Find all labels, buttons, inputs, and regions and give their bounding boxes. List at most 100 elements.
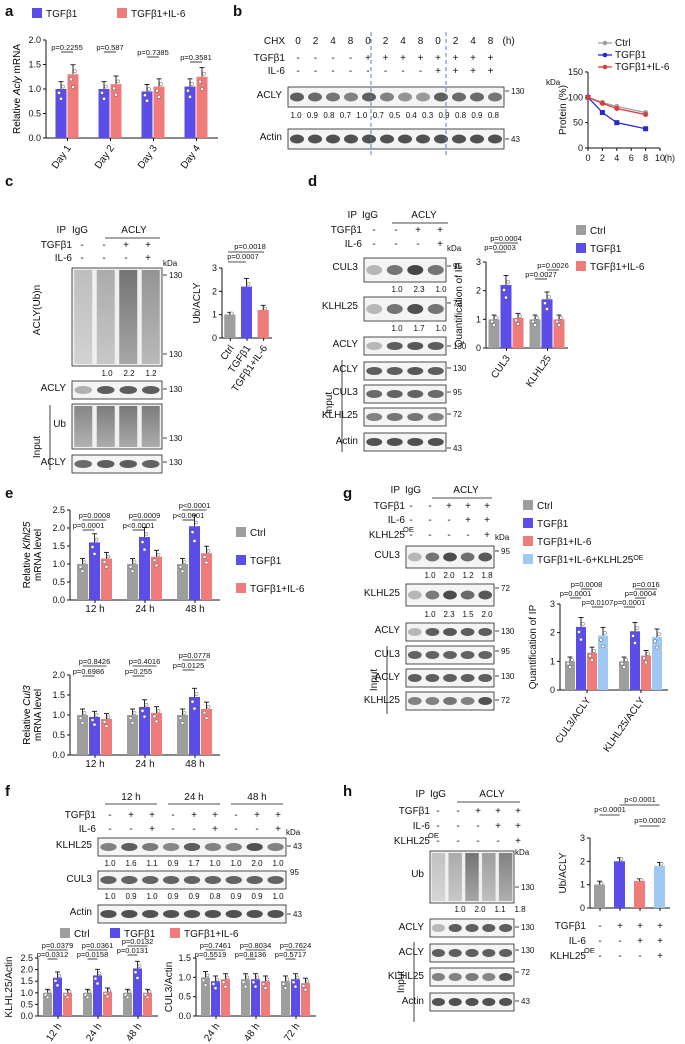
kda-label: kDa <box>286 828 301 837</box>
data-point <box>622 665 626 669</box>
y-axis-label: Quantification of IP <box>528 604 539 689</box>
row-label-il6: IL-6 <box>268 66 286 77</box>
y-tick-label: 1.5 <box>178 953 191 963</box>
data-point <box>188 94 192 99</box>
series-marker <box>585 94 591 100</box>
data-point <box>78 716 83 721</box>
bar <box>63 992 72 1016</box>
data-point <box>631 634 635 638</box>
data-point <box>93 976 98 981</box>
row-label-tgf: TGFβ1 <box>41 240 73 251</box>
tgf-sign: + <box>123 240 129 251</box>
row-label-oe: KLHL25 <box>550 951 587 962</box>
blot-band <box>325 134 341 144</box>
legend-swatch <box>236 555 246 565</box>
acly-quant: 0.3 <box>422 111 434 120</box>
data-point <box>559 316 563 320</box>
acly-quant: 0.7 <box>373 111 385 120</box>
data-point <box>547 294 551 299</box>
y-tick-label: 2.0 <box>28 35 41 45</box>
legend-swatch <box>523 536 533 546</box>
legend-swatch <box>60 928 70 938</box>
data-point <box>504 295 508 300</box>
panel-letter: e <box>5 485 13 502</box>
blot-band <box>431 973 445 981</box>
data-point <box>145 995 150 1000</box>
tgf-sign: + <box>484 501 490 512</box>
blot-frame <box>363 361 447 381</box>
blot-band <box>361 92 377 102</box>
blot-band <box>487 134 503 144</box>
row-label-il6: IL-6 <box>388 515 406 526</box>
blot-band <box>204 910 222 918</box>
bar <box>281 981 290 1016</box>
p-value-label: p=0.255 <box>125 667 152 676</box>
tgf-sign: + <box>515 806 521 817</box>
x-tick-label: KLHL25 <box>524 353 554 389</box>
y-axis-label: Ub/ACLY <box>558 852 569 893</box>
p-value-label: p=0.0002 <box>634 816 666 825</box>
chx-time: 8 <box>348 36 354 47</box>
ip-label: IP <box>391 485 401 496</box>
data-point <box>85 995 90 1000</box>
data-point <box>102 96 106 101</box>
blot-band <box>448 973 462 981</box>
row-label-il6: IL-6 <box>55 253 73 264</box>
bar <box>77 564 88 600</box>
kda-label: kDa <box>495 533 510 542</box>
blot-band <box>74 460 93 468</box>
x-tick-label: 48 h <box>124 1021 144 1043</box>
y-axis-label: Relative Acly mRNA <box>12 44 23 134</box>
data-point <box>577 630 581 634</box>
blot-band <box>499 924 513 932</box>
p-value-label: p=0.7385 <box>137 48 169 57</box>
data-point <box>581 621 585 626</box>
il6-sign: + <box>465 515 471 526</box>
il6-sign: + <box>275 824 281 835</box>
data-point <box>190 530 195 534</box>
mw-72: 72 <box>501 584 510 593</box>
p-value-label: p=0.0009 <box>129 511 161 520</box>
data-point <box>140 540 145 544</box>
data-point <box>59 96 63 101</box>
x-tick-label: 0 <box>585 153 590 163</box>
data-point <box>137 964 142 968</box>
p-value-label: p=0.0158 <box>77 950 109 959</box>
blot-acly-h <box>429 918 515 938</box>
x-tick-label: 48 h <box>242 1021 262 1043</box>
blot-band <box>427 413 444 421</box>
blot-label-actin: Actin <box>336 436 358 447</box>
oe-sign: - <box>409 530 412 541</box>
bar <box>189 526 200 600</box>
blot-band <box>425 590 440 600</box>
il6-sign: + <box>437 239 443 250</box>
il6-sign: + <box>515 821 521 832</box>
cul3-quant: 0.9 <box>230 892 242 901</box>
data-point <box>579 637 583 642</box>
klhl25-quant: 1.0 <box>272 859 284 868</box>
tgf-sign: - <box>102 240 105 251</box>
blot-band <box>366 265 383 275</box>
data-point <box>142 547 147 552</box>
p-value-label: p=0.587 <box>96 43 123 52</box>
tgf-sign: - <box>296 53 299 64</box>
y-tick-label: 1.0 <box>28 84 41 94</box>
bar <box>211 981 220 1016</box>
blot-band <box>386 304 403 314</box>
data-point <box>655 645 659 650</box>
blot-frame <box>71 454 163 474</box>
blot-smear-lane <box>74 270 93 364</box>
blot-label-klhl25-input: KLHL25 <box>364 695 401 706</box>
blot-klhl25-g <box>405 583 495 607</box>
panel-letter: c <box>5 173 13 190</box>
y-axis-label: KLHL25/Actin <box>4 956 15 1017</box>
acly-quant: 0.8 <box>455 111 467 120</box>
blot-label-acly: ACLY <box>257 90 283 101</box>
bar <box>261 981 270 1016</box>
blot-band <box>162 910 180 918</box>
blot-acly-ip <box>71 380 163 400</box>
y-axis-label-line2: mRNA level <box>33 529 44 581</box>
cul3-quant: 0.9 <box>125 892 137 901</box>
tgf-sign: + <box>400 53 406 64</box>
legend-tgf-il6-oe: TGFβ1+IL-6+KLHL25OE <box>537 555 644 567</box>
